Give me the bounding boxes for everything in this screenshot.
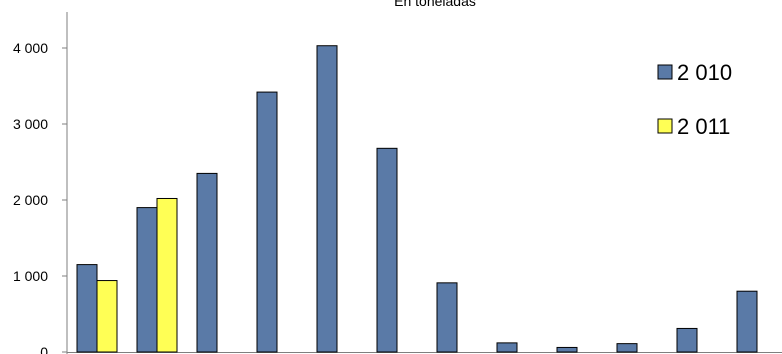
y-axis-ticks: 0 1 000 2 000 3 000 4 000: [13, 40, 67, 354]
bar-series1: [616, 343, 638, 353]
bar-series1: [556, 346, 578, 353]
bar-series1: [496, 342, 518, 353]
legend-label: 2 010: [677, 60, 732, 85]
bar-series1: [376, 147, 398, 353]
y-tick-label: 1 000: [13, 268, 48, 284]
bar-series1: [76, 264, 98, 353]
bar-series1: [736, 290, 758, 353]
legend-label: 2 011: [677, 114, 730, 139]
y-tick-label: 3 000: [13, 116, 48, 132]
bar-series1: [436, 282, 458, 353]
bar-series2: [156, 197, 178, 353]
bars-group: [76, 45, 758, 353]
y-tick-label: 0: [40, 344, 48, 354]
y-tick-label: 4 000: [13, 40, 48, 56]
legend-swatch: [657, 118, 673, 134]
chart-subtitle: En toneladas: [394, 0, 476, 9]
legend: 2 010 2 011: [657, 60, 732, 139]
legend-swatch: [657, 64, 673, 80]
bar-series1: [676, 327, 698, 353]
bar-series1: [256, 91, 278, 353]
bar-series1: [136, 207, 158, 353]
bar-series1: [196, 172, 218, 353]
y-tick-label: 2 000: [13, 192, 48, 208]
bar-series2: [96, 280, 118, 353]
bar-series1: [316, 45, 338, 353]
